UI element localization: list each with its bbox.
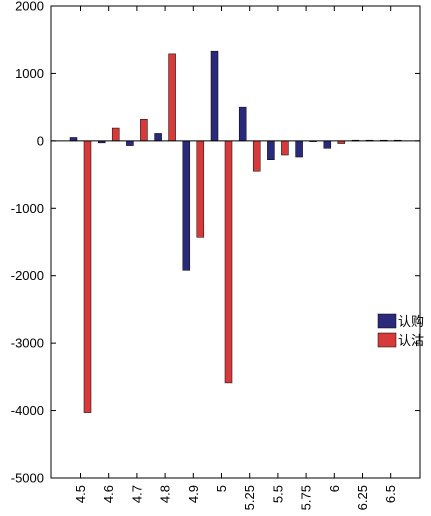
bar-call-5 <box>210 50 219 142</box>
y-tick-label: -1000 <box>11 201 44 216</box>
x-tick-label: 4.7 <box>129 485 144 503</box>
x-tick-label: 5.75 <box>299 485 314 510</box>
bar-put-5.25 <box>252 140 261 172</box>
x-tick-label: 6 <box>327 485 342 492</box>
bar-call-4.7 <box>126 140 134 146</box>
legend-label: 认购 <box>398 314 424 330</box>
y-tick-label: 2000 <box>15 0 44 14</box>
bar-call-4.5 <box>69 137 78 142</box>
bar-call-5.25 <box>238 106 247 142</box>
x-tick-label: 4.8 <box>158 485 173 503</box>
legend-label: 认沽 <box>398 334 424 349</box>
plot-background <box>51 6 420 478</box>
y-tick-label: -2000 <box>11 268 44 283</box>
bar-put-4.5 <box>83 140 92 413</box>
x-tick-label: 4.5 <box>73 485 88 503</box>
x-tick-label: 4.6 <box>101 485 116 503</box>
bar-call-5.75 <box>295 140 303 158</box>
legend-swatch <box>377 313 397 329</box>
y-tick-label: 1000 <box>15 66 44 81</box>
x-tick-label: 6.25 <box>355 485 370 510</box>
y-tick-label: 0 <box>37 133 44 148</box>
bar-put-4.8 <box>168 53 176 142</box>
bar-put-4.7 <box>140 119 148 142</box>
y-tick-label: -4000 <box>11 403 44 418</box>
bar-call-4.8 <box>154 133 162 142</box>
legend-swatch <box>377 332 397 348</box>
x-axis: 4.5 4.6 4.7 4.8 4.9 5 5.25 5.5 5.75 6 6.25 6.5 <box>73 6 398 510</box>
bar-call-5.5 <box>267 140 275 160</box>
x-tick-label: 4.9 <box>186 485 201 503</box>
x-tick-label: 5.5 <box>270 485 285 503</box>
bar-call-4.9 <box>182 140 191 271</box>
y-tick-label: -5000 <box>11 471 44 486</box>
x-tick-label: 6.5 <box>383 485 398 503</box>
bar-put-5 <box>224 140 233 384</box>
y-axis: 2000 1000 0 -1000 -2000 -3000 -4000 -5000 <box>11 0 420 486</box>
plot-frame <box>50 5 421 479</box>
x-tick-label: 5.25 <box>242 485 257 510</box>
y-tick-label: -3000 <box>11 336 44 351</box>
bar-put-4.9 <box>196 140 205 238</box>
bar-call-6 <box>323 140 332 149</box>
x-tick-label: 5 <box>214 485 229 492</box>
bar-put-5.5 <box>281 140 289 156</box>
bar-put-4.6 <box>111 127 120 142</box>
